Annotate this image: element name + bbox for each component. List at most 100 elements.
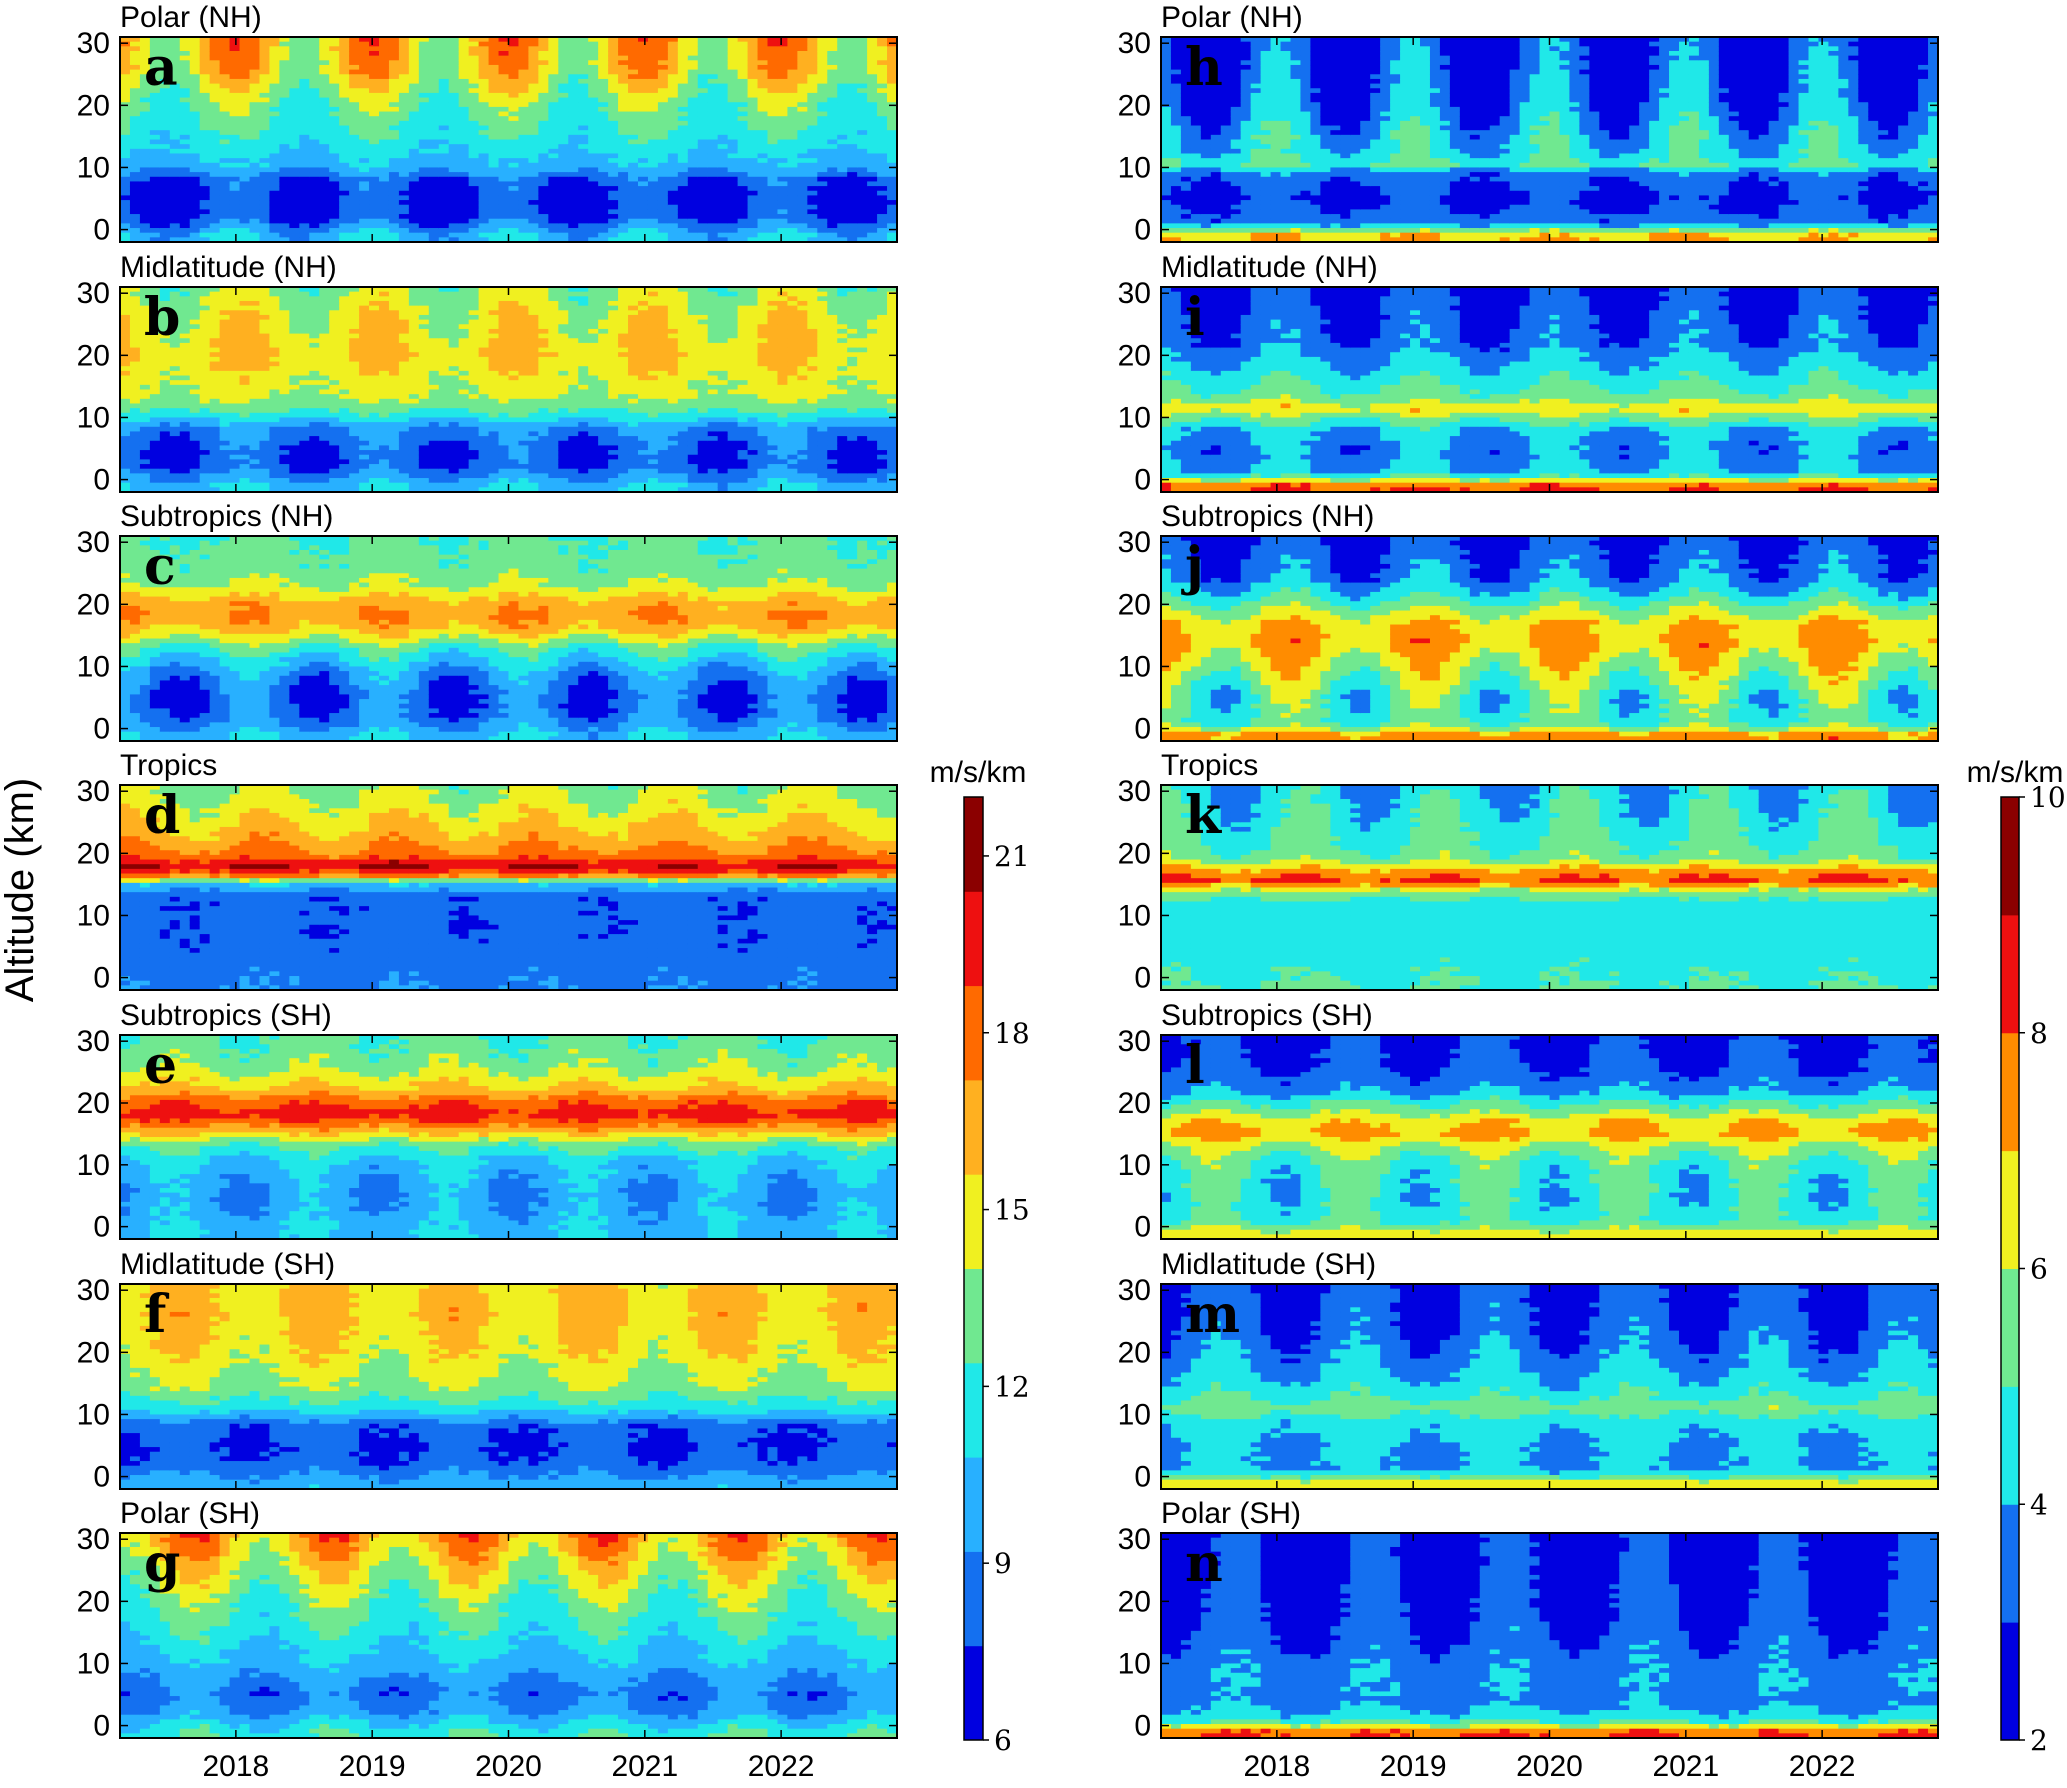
heatmap-cell <box>159 445 171 451</box>
heatmap-cell <box>269 324 280 330</box>
heatmap-cell <box>418 426 430 433</box>
heatmap-cell <box>179 464 191 470</box>
heatmap-cell <box>339 41 350 47</box>
heatmap-cell <box>428 310 440 316</box>
heatmap-cell <box>359 426 370 433</box>
heatmap-cell <box>428 102 440 108</box>
heatmap-cell <box>408 412 420 419</box>
heatmap-cell <box>787 214 798 220</box>
heatmap-cell <box>857 64 868 71</box>
heatmap-cell <box>120 291 131 297</box>
heatmap-cell <box>169 46 181 52</box>
heatmap-cell <box>388 422 400 428</box>
heatmap-cell <box>707 111 719 117</box>
heatmap-cell <box>279 181 290 187</box>
heatmap-cell <box>259 445 271 451</box>
heatmap-cell <box>727 209 739 215</box>
heatmap-cell <box>418 204 430 210</box>
heatmap-cell <box>239 60 251 66</box>
heatmap-cell <box>717 214 729 220</box>
heatmap-cell <box>309 478 320 484</box>
heatmap-cell <box>309 454 320 460</box>
heatmap-cell <box>369 158 380 164</box>
heatmap-cell <box>478 106 490 113</box>
heatmap-cell <box>339 296 350 302</box>
heatmap-cell <box>787 181 798 187</box>
heatmap-cell <box>827 153 838 159</box>
heatmap-cell <box>179 431 191 437</box>
heatmap-cell <box>528 209 539 215</box>
heatmap-cell <box>608 209 619 215</box>
heatmap-cell <box>159 200 171 206</box>
heatmap-cell <box>379 436 390 442</box>
heatmap-cell <box>568 116 579 122</box>
heatmap-cell <box>369 55 380 61</box>
heatmap-cell <box>418 408 430 414</box>
heatmap-cell <box>309 181 320 187</box>
heatmap-cell <box>139 361 151 367</box>
heatmap-cell <box>847 50 858 57</box>
heatmap-cell <box>309 144 320 150</box>
heatmap-cell <box>737 153 749 159</box>
heatmap-cell <box>359 445 370 451</box>
heatmap-cell <box>129 314 141 321</box>
heatmap-cell <box>548 232 559 238</box>
heatmap-cell <box>628 97 639 103</box>
heatmap-cell <box>628 125 639 131</box>
heatmap-cell <box>777 139 789 145</box>
heatmap-cell <box>568 190 579 197</box>
heatmap-cell <box>657 50 669 57</box>
heatmap-cell <box>877 111 888 117</box>
heatmap-cell <box>687 78 699 85</box>
heatmap-cell <box>199 186 211 192</box>
heatmap-cell <box>847 181 858 187</box>
heatmap-cell <box>269 375 280 381</box>
heatmap-cell <box>279 352 290 358</box>
heatmap-cell <box>488 46 500 52</box>
heatmap-cell <box>847 153 858 159</box>
heatmap-cell <box>329 459 340 465</box>
heatmap-cell <box>508 162 520 169</box>
heatmap-cell <box>767 228 779 234</box>
heatmap-cell <box>219 209 231 215</box>
heatmap-cell <box>418 162 430 169</box>
heatmap-cell <box>448 232 460 238</box>
heatmap-cell <box>319 204 330 210</box>
heatmap-cell <box>757 106 769 113</box>
heatmap-cell <box>428 361 440 367</box>
heatmap-cell <box>279 120 290 127</box>
heatmap-cell <box>129 214 141 220</box>
heatmap-cell <box>379 352 390 358</box>
heatmap-cell <box>209 116 221 122</box>
heatmap-cell <box>159 120 171 127</box>
heatmap-cell <box>219 417 231 423</box>
heatmap-cell <box>478 83 490 89</box>
heatmap-cell <box>239 422 251 428</box>
heatmap-cell <box>677 218 689 224</box>
heatmap-cell <box>319 487 330 492</box>
heatmap-cell <box>767 102 779 108</box>
heatmap-cell <box>558 195 569 201</box>
heatmap-cell <box>458 436 470 442</box>
heatmap-cell <box>339 55 350 61</box>
heatmap-cell <box>359 450 370 456</box>
heatmap-cell <box>478 88 490 94</box>
heatmap-cell <box>598 223 609 229</box>
heatmap-cell <box>548 55 559 61</box>
heatmap-cell <box>677 97 689 103</box>
heatmap-cell <box>408 148 420 155</box>
heatmap-cell <box>488 167 500 173</box>
heatmap-cell <box>767 158 779 164</box>
heatmap-cell <box>309 464 320 470</box>
heatmap-cell <box>388 342 400 349</box>
heatmap-cell <box>289 134 300 141</box>
heatmap-cell <box>867 172 878 178</box>
heatmap-cell <box>349 186 360 192</box>
heatmap-cell <box>259 214 271 220</box>
heatmap-cell <box>149 352 161 358</box>
heatmap-cell <box>558 37 569 43</box>
heatmap-cell <box>189 347 201 353</box>
heatmap-cell <box>139 50 151 57</box>
heatmap-cell <box>259 50 271 57</box>
heatmap-cell <box>618 232 629 238</box>
